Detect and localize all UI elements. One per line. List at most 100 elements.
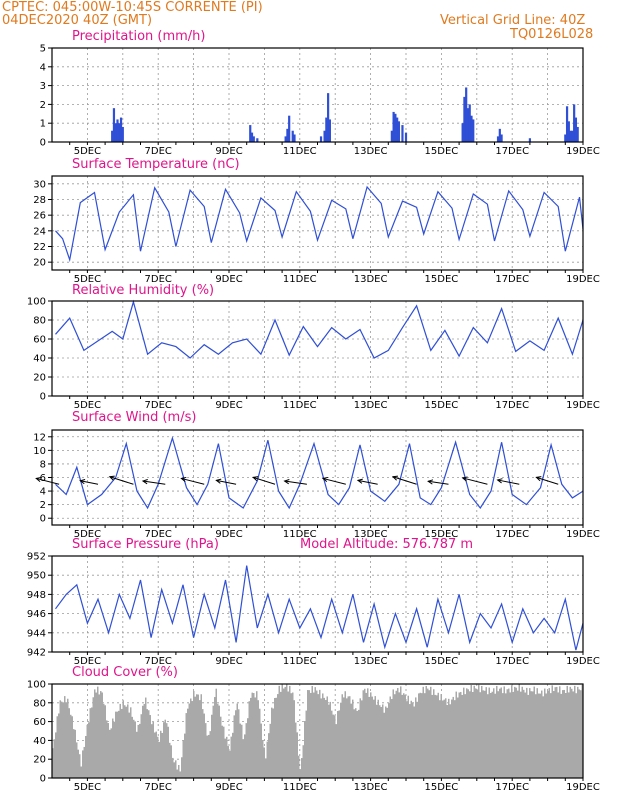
cloud-column (128, 712, 130, 778)
cloud-column (268, 733, 270, 778)
wind-arrow-head (535, 476, 542, 482)
y-tick-label: 4 (40, 487, 46, 498)
cloud-column (203, 713, 205, 778)
cloud-column (343, 697, 345, 778)
cloud-column (461, 694, 463, 778)
cloud-column (479, 692, 481, 778)
cloud-column (130, 707, 132, 778)
cloud-column (536, 688, 538, 778)
y-tick-label: 100 (27, 680, 46, 691)
cloud-column (160, 730, 162, 778)
x-tick-label: 13DEC (354, 274, 388, 285)
cloud-column (523, 689, 525, 778)
cloud-column (454, 700, 456, 778)
x-tick-label: 13DEC (354, 400, 388, 411)
x-tick-label: 19DEC (566, 146, 600, 157)
cloud-column (439, 700, 441, 778)
cloud-column (412, 703, 414, 778)
cloud-column (172, 757, 174, 778)
cloud-column (557, 692, 559, 778)
cloud-column (334, 715, 336, 778)
cloud-column (356, 710, 358, 778)
cloud-column (283, 688, 285, 778)
y-tick-label: 950 (27, 571, 46, 582)
wind-arrow (142, 480, 166, 485)
cloud-column (196, 694, 198, 778)
cloud-column (352, 699, 354, 778)
cloud-column (403, 693, 405, 778)
cloud-column (181, 757, 183, 778)
y-tick-label: 40 (33, 354, 46, 365)
cloud-column (482, 690, 484, 778)
cloud-column (485, 687, 487, 778)
x-tick-label: 17DEC (495, 782, 529, 793)
cloud-column (545, 693, 547, 778)
cloud-column (68, 708, 70, 778)
cloud-column (484, 690, 486, 778)
cloud-column (308, 690, 310, 778)
cloud-column (517, 690, 519, 778)
precip-bar (573, 104, 576, 142)
plot-area (52, 48, 583, 142)
cloud-column (518, 684, 520, 778)
cloud-column (554, 687, 556, 778)
x-tick-label: 11DEC (283, 782, 317, 793)
wind-arrow-head (141, 479, 148, 485)
y-tick-label: 0 (40, 774, 46, 785)
cloud-column (134, 721, 136, 778)
panel-frame (51, 300, 584, 397)
cloud-column (86, 724, 88, 778)
x-tick-label: 13DEC (354, 146, 388, 157)
cloud-column (560, 693, 562, 778)
cloud-column (154, 732, 156, 778)
cloud-column (392, 689, 394, 778)
x-tick-label: 7DEC (145, 656, 172, 667)
x-tick-label: 5DEC (74, 274, 101, 285)
cloud-column (446, 705, 448, 778)
x-tick-label: 19DEC (566, 656, 600, 667)
cloud-column (464, 694, 466, 778)
precip-bar (528, 138, 531, 142)
cloud-column (179, 771, 181, 778)
panel-6: 0 20 40 60 80 100 5DEC 7DEC 9DEC 11DEC 13DEC 15DEC 1… (27, 665, 600, 793)
cloud-column (529, 688, 531, 778)
cloud-column (463, 687, 465, 778)
cloud-column (346, 698, 348, 778)
cloud-column (94, 689, 96, 778)
cloud-column (548, 688, 550, 778)
cloud-column (419, 692, 421, 778)
cloud-column (116, 711, 118, 778)
cloud-column (233, 715, 235, 778)
cloud-column (511, 685, 513, 778)
cloud-column (58, 713, 60, 778)
cloud-column (470, 685, 472, 778)
cloud-column (325, 699, 327, 778)
cloud-column (404, 694, 406, 778)
cloud-column (311, 685, 313, 778)
cloud-column (350, 703, 352, 778)
cloud-column (53, 739, 55, 778)
cloud-column (299, 769, 301, 778)
wind-arrow (80, 480, 99, 485)
cloud-column (340, 702, 342, 778)
cloud-column (227, 746, 229, 778)
panel-frame (51, 47, 584, 143)
cloud-column (254, 697, 256, 778)
cloud-column (535, 694, 537, 778)
cloud-column (400, 686, 402, 778)
cloud-column (401, 694, 403, 778)
x-tick-label: 13DEC (354, 529, 388, 540)
cloud-column (455, 691, 457, 778)
cloud-column (170, 745, 172, 778)
y-tick-label: 942 (27, 648, 46, 659)
x-tick-label: 5DEC (74, 782, 101, 793)
wind-arrow-head (180, 476, 187, 483)
cloud-column (274, 697, 276, 778)
cloud-column (371, 696, 373, 778)
x-tick-label: 15DEC (425, 782, 459, 793)
cloud-column (388, 703, 390, 778)
cloud-column (571, 688, 573, 778)
cloud-column (278, 685, 280, 778)
cloud-column (157, 736, 159, 778)
